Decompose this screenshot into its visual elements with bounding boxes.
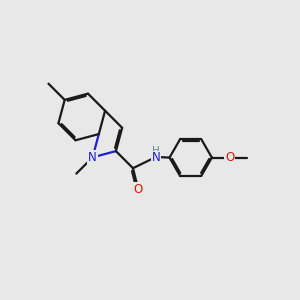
Text: N: N — [88, 151, 97, 164]
Text: O: O — [225, 151, 234, 164]
Text: H: H — [152, 146, 160, 155]
Text: O: O — [134, 183, 143, 196]
Text: N: N — [152, 152, 160, 164]
